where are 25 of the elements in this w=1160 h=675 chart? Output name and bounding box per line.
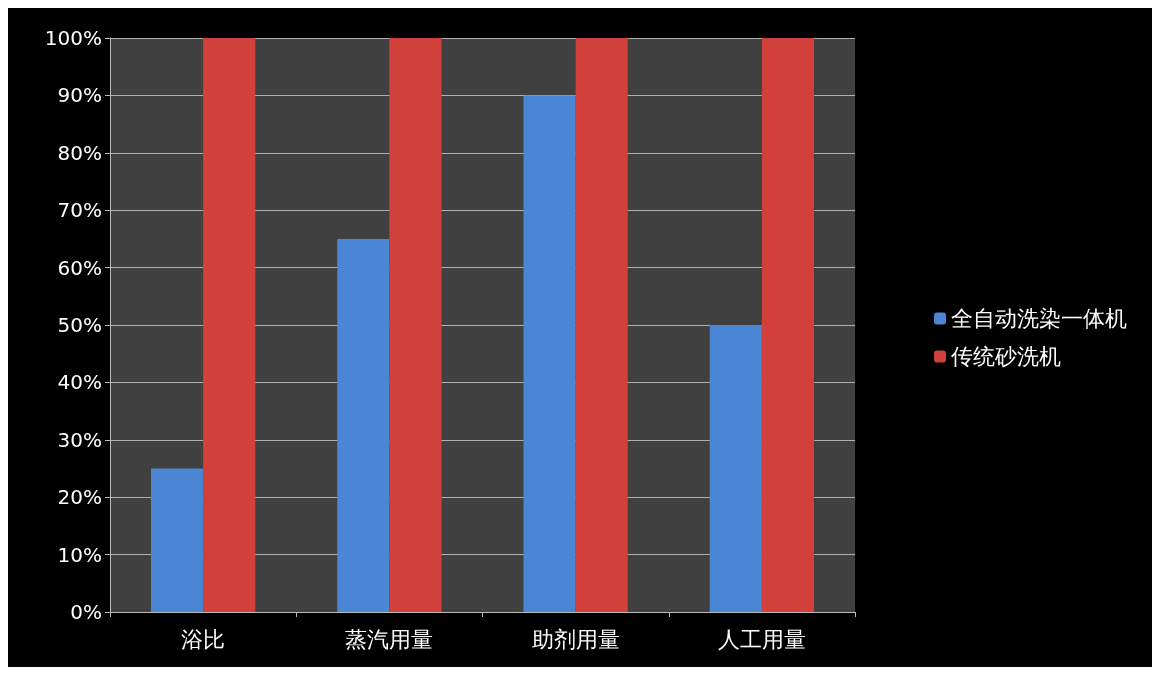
y-tick-label: 60% <box>57 255 102 280</box>
y-tick-label: 20% <box>57 485 102 510</box>
bar <box>709 325 762 612</box>
y-tick-label: 90% <box>57 83 102 108</box>
y-tick-label: 30% <box>57 427 102 452</box>
x-tick-label: 浴比 <box>181 626 226 652</box>
bar <box>389 38 442 612</box>
bar <box>575 38 628 612</box>
bar <box>337 238 390 612</box>
x-tick-label: 助剂用量 <box>531 626 620 652</box>
y-tick-label: 10% <box>57 542 102 567</box>
x-tick-label: 蒸汽用量 <box>345 626 434 652</box>
y-tick-label: 70% <box>57 198 102 223</box>
bar <box>761 38 815 612</box>
y-tick-label: 0% <box>70 600 102 624</box>
y-tick-label: 40% <box>57 370 102 395</box>
y-tick-label: 50% <box>57 313 102 337</box>
x-tick-label: 人工用量 <box>717 626 806 652</box>
y-tick-label: 80% <box>57 140 102 165</box>
y-tick-label: 100% <box>44 26 102 50</box>
bar <box>523 95 576 612</box>
bar <box>150 468 204 612</box>
legend-label: 传统砂洗机 <box>951 344 1061 369</box>
bar <box>203 38 256 612</box>
legend-label: 全自动洗染一体机 <box>951 306 1127 331</box>
